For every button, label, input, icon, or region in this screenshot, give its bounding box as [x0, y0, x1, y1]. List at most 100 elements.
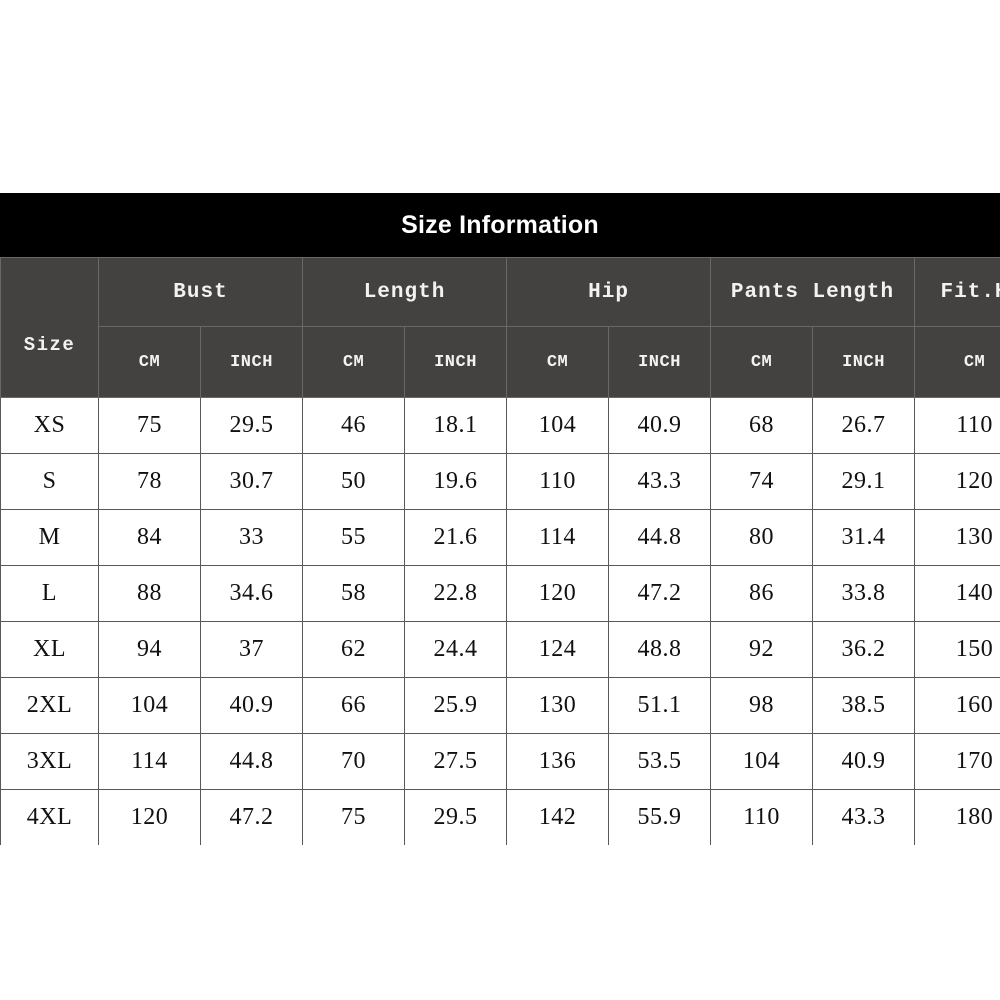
cell-measurement: 21.6 — [404, 509, 508, 566]
cell-measurement: 88 — [98, 565, 201, 622]
column-group-bust: Bust — [97, 257, 304, 327]
top-white-space — [0, 0, 1000, 193]
table-row: 3XL 114 44.8 70 27.5 136 53.5 104 40.9 170 — [0, 733, 1000, 790]
cell-measurement: 78 — [98, 453, 201, 510]
cell-measurement: 33.8 — [812, 565, 916, 622]
unit-header-bust-inch: INCH — [199, 326, 304, 398]
table-row: XL 94 37 62 24.4 124 48.8 92 36.2 150 — [0, 621, 1000, 678]
cell-measurement: 40.9 — [608, 397, 712, 454]
column-group-fit-height: Fit.H — [914, 257, 1000, 327]
cell-measurement: 74 — [710, 453, 814, 510]
cell-measurement: 31.4 — [812, 509, 916, 566]
table-row: S 78 30.7 50 19.6 110 43.3 74 29.1 120 — [0, 453, 1000, 510]
table-header: Size Bust Length Hip Pants Length Fit.H … — [0, 257, 1000, 398]
cell-measurement: 18.1 — [404, 397, 508, 454]
unit-header-hip-inch: INCH — [608, 326, 712, 398]
unit-header-pants-length-cm: CM — [710, 326, 814, 398]
cell-measurement: 46 — [302, 397, 406, 454]
header-row-groups: Size Bust Length Hip Pants Length Fit.H — [0, 257, 1000, 398]
cell-measurement: 30.7 — [199, 453, 304, 510]
column-group-length: Length — [302, 257, 508, 327]
table-row: M 84 33 55 21.6 114 44.8 80 31.4 130 — [0, 509, 1000, 566]
table-row: 2XL 104 40.9 66 25.9 130 51.1 98 38.5 160 — [0, 677, 1000, 734]
unit-header-length-inch: INCH — [404, 326, 508, 398]
table-row: 4XL 120 47.2 75 29.5 142 55.9 110 43.3 180 — [0, 789, 1000, 845]
cell-measurement: 86 — [710, 565, 814, 622]
cell-measurement: 124 — [506, 621, 610, 678]
cell-measurement: 104 — [506, 397, 610, 454]
column-header-size: Size — [0, 257, 99, 398]
cell-measurement: 43.3 — [812, 789, 916, 845]
cell-measurement: 44.8 — [199, 733, 304, 790]
cell-measurement: 110 — [506, 453, 610, 510]
cell-measurement: 120 — [506, 565, 610, 622]
cell-measurement: 140 — [914, 565, 1000, 622]
cell-measurement: 25.9 — [404, 677, 508, 734]
cell-measurement: 110 — [710, 789, 814, 845]
cell-measurement: 160 — [914, 677, 1000, 734]
cell-measurement: 22.8 — [404, 565, 508, 622]
cell-measurement: 150 — [914, 621, 1000, 678]
cell-measurement: 114 — [98, 733, 201, 790]
cell-measurement: 66 — [302, 677, 406, 734]
cell-measurement: 104 — [710, 733, 814, 790]
cell-measurement: 94 — [98, 621, 201, 678]
cell-size: 3XL — [0, 733, 99, 790]
unit-header-pants-length-inch: INCH — [812, 326, 916, 398]
cell-size: L — [0, 565, 99, 622]
cell-measurement: 130 — [506, 677, 610, 734]
cell-measurement: 84 — [98, 509, 201, 566]
cell-measurement: 75 — [98, 397, 201, 454]
unit-header-hip-cm: CM — [506, 326, 610, 398]
cell-measurement: 48.8 — [608, 621, 712, 678]
unit-header-bust-cm: CM — [98, 326, 201, 398]
cell-measurement: 50 — [302, 453, 406, 510]
cell-measurement: 29.5 — [199, 397, 304, 454]
cell-measurement: 40.9 — [812, 733, 916, 790]
cell-measurement: 47.2 — [199, 789, 304, 845]
cell-measurement: 19.6 — [404, 453, 508, 510]
cell-measurement: 55 — [302, 509, 406, 566]
cell-measurement: 24.4 — [404, 621, 508, 678]
cell-measurement: 58 — [302, 565, 406, 622]
size-information-table: Size Bust Length Hip Pants Length Fit.H … — [0, 257, 1000, 845]
cell-measurement: 33 — [199, 509, 304, 566]
cell-size: XS — [0, 397, 99, 454]
cell-measurement: 68 — [710, 397, 814, 454]
cell-measurement: 120 — [98, 789, 201, 845]
cell-measurement: 51.1 — [608, 677, 712, 734]
cell-measurement: 180 — [914, 789, 1000, 845]
cell-measurement: 47.2 — [608, 565, 712, 622]
cell-measurement: 29.5 — [404, 789, 508, 845]
cell-size: XL — [0, 621, 99, 678]
cell-measurement: 62 — [302, 621, 406, 678]
cell-measurement: 114 — [506, 509, 610, 566]
cell-size: M — [0, 509, 99, 566]
cell-measurement: 27.5 — [404, 733, 508, 790]
page-title: Size Information — [401, 210, 599, 239]
cell-measurement: 170 — [914, 733, 1000, 790]
table-row: XS 75 29.5 46 18.1 104 40.9 68 26.7 110 — [0, 397, 1000, 454]
cell-measurement: 44.8 — [608, 509, 712, 566]
cell-measurement: 38.5 — [812, 677, 916, 734]
header-row-units: CM INCH CM INCH CM INCH CM INCH CM — [1, 326, 1000, 398]
cell-measurement: 34.6 — [199, 565, 304, 622]
cell-measurement: 98 — [710, 677, 814, 734]
table-body: XS 75 29.5 46 18.1 104 40.9 68 26.7 110 S 78 30.7 50 1… — [0, 397, 1000, 845]
cell-measurement: 75 — [302, 789, 406, 845]
cell-size: 4XL — [0, 789, 99, 845]
column-group-pants-length: Pants Length — [710, 257, 916, 327]
cell-measurement: 104 — [98, 677, 201, 734]
cell-size: S — [0, 453, 99, 510]
title-bar: Size Information — [0, 193, 1000, 257]
cell-measurement: 53.5 — [608, 733, 712, 790]
unit-header-fit-height-cm: CM — [914, 326, 1000, 398]
cell-measurement: 26.7 — [812, 397, 916, 454]
cell-measurement: 43.3 — [608, 453, 712, 510]
cell-measurement: 92 — [710, 621, 814, 678]
cell-measurement: 130 — [914, 509, 1000, 566]
cell-measurement: 142 — [506, 789, 610, 845]
column-group-hip: Hip — [506, 257, 712, 327]
cell-measurement: 55.9 — [608, 789, 712, 845]
